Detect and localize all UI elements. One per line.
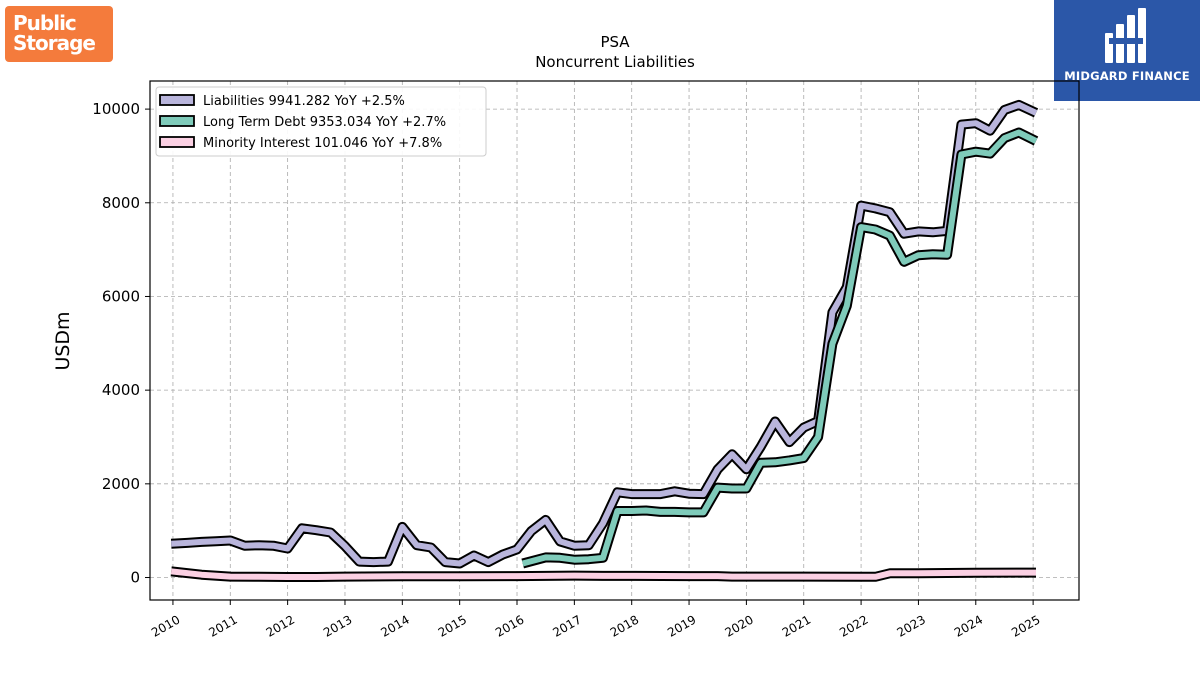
x-tick-label: 2022 — [837, 612, 870, 639]
x-ticks: 2010 2011 2012 2013 2014 2015 2016 2017 2018 2019… — [149, 600, 1043, 640]
chart-title: PSA — [600, 33, 630, 51]
x-tick-label: 2013 — [321, 612, 354, 639]
legend-swatch-2 — [159, 136, 195, 148]
midgard-finance-logo: MIDGARD FINANCE — [1054, 0, 1200, 101]
legend-box — [155, 86, 487, 157]
legend: Liabilities 9941.282 YoY +2.5% Long Term … — [155, 86, 487, 157]
series-line-1 — [521, 127, 1039, 569]
midgard-emblem-icon — [1105, 8, 1146, 63]
x-tick-label: 2020 — [722, 612, 755, 639]
x-tick-label: 2018 — [608, 612, 641, 639]
y-ticks: 0 2000 4000 6000 8000 10000 — [92, 100, 150, 587]
x-tick-label: 2011 — [206, 612, 239, 639]
y-tick-label: 10000 — [92, 100, 140, 118]
legend-swatch-0 — [159, 94, 195, 106]
x-tick-label: 2023 — [894, 612, 927, 639]
legend-entry-2: Minority Interest 101.046 YoY +7.8% — [203, 136, 442, 151]
public-storage-logo: Public Storage — [5, 6, 113, 62]
x-tick-label: 2016 — [493, 612, 526, 639]
x-tick-label: 2010 — [149, 612, 182, 639]
x-tick-label: 2017 — [550, 612, 583, 639]
midgard-finance-text: MIDGARD FINANCE — [1064, 69, 1190, 83]
series-line-0 — [170, 99, 1039, 569]
x-tick-label: 2025 — [1009, 612, 1042, 639]
series-layer — [170, 99, 1039, 582]
x-tick-label: 2012 — [264, 612, 297, 639]
chart-subtitle: Noncurrent Liabilities — [535, 53, 695, 71]
legend-swatch-1 — [159, 115, 195, 127]
logo-line-2: Storage — [13, 31, 96, 55]
legend-entry-0: Liabilities 9941.282 YoY +2.5% — [203, 94, 405, 109]
x-tick-label: 2019 — [665, 612, 698, 639]
x-tick-label: 2021 — [780, 612, 813, 639]
y-tick-label: 2000 — [102, 475, 140, 493]
x-tick-label: 2014 — [378, 612, 411, 639]
y-tick-label: 6000 — [102, 287, 140, 305]
plot-frame — [149, 80, 1080, 601]
y-tick-label: 8000 — [102, 194, 140, 212]
y-axis-label: USDm — [52, 311, 74, 370]
series-line-2 — [170, 566, 1037, 582]
legend-entry-1: Long Term Debt 9353.034 YoY +2.7% — [203, 115, 446, 130]
x-tick-label: 2015 — [436, 612, 469, 639]
y-tick-label: 4000 — [102, 381, 140, 399]
y-tick-label: 0 — [130, 569, 140, 587]
logo-line-1: Public — [13, 11, 77, 35]
x-tick-label: 2024 — [952, 612, 985, 639]
